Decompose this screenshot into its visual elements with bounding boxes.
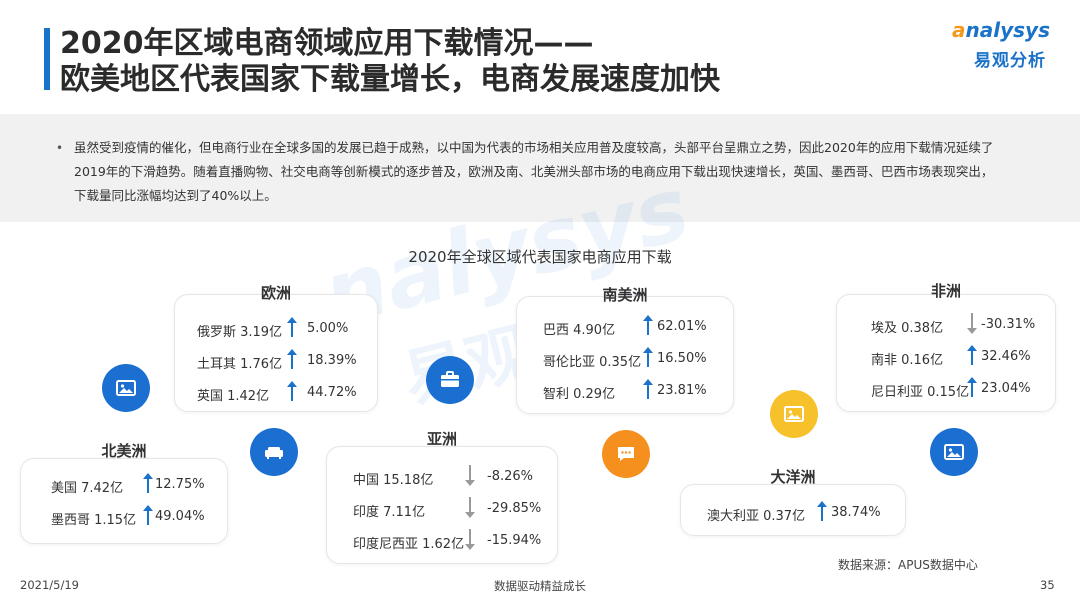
sofa-icon bbox=[250, 428, 298, 476]
arrow-up-icon bbox=[143, 505, 153, 527]
country-row: 南非 0.16亿 bbox=[871, 349, 943, 368]
summary-text: 虽然受到疫情的催化，但电商行业在全球多国的发展已趋于成熟，以中国为代表的市场相关… bbox=[74, 140, 994, 203]
region-label-north-america: 北美洲 bbox=[101, 442, 147, 460]
arrow-up-icon bbox=[287, 317, 297, 339]
growth-rate: -8.26% bbox=[487, 469, 533, 484]
arrow-up-icon bbox=[143, 473, 153, 495]
image-icon bbox=[102, 364, 150, 412]
growth-rate: 32.46% bbox=[981, 349, 1031, 364]
growth-rate: 23.81% bbox=[657, 383, 707, 398]
region-card-europe: 俄罗斯 3.19亿 5.00% 土耳其 1.76亿 18.39% 英国 1.42亿 44.… bbox=[174, 294, 378, 412]
country-name-downloads: 土耳其 1.76亿 bbox=[197, 357, 283, 372]
summary-bullet: • bbox=[56, 141, 64, 155]
country-row: 英国 1.42亿 bbox=[197, 385, 269, 404]
region-label-asia: 亚洲 bbox=[426, 430, 457, 448]
title-accent-bar bbox=[44, 28, 50, 90]
growth-rate: -15.94% bbox=[487, 533, 542, 548]
arrow-down-icon bbox=[465, 497, 475, 519]
footer-page-number: 35 bbox=[1040, 578, 1055, 592]
arrow-up-icon bbox=[967, 377, 977, 399]
image-icon bbox=[770, 390, 818, 438]
country-name-downloads: 墨西哥 1.15亿 bbox=[51, 513, 137, 528]
region-card-oceania: 澳大利亚 0.37亿 38.74% bbox=[680, 484, 906, 536]
chat-icon bbox=[602, 430, 650, 478]
growth-rate: 12.75% bbox=[155, 477, 205, 492]
country-row: 墨西哥 1.15亿 bbox=[51, 509, 136, 528]
country-name-downloads: 俄罗斯 3.19亿 bbox=[197, 325, 283, 340]
arrow-up-icon bbox=[817, 501, 827, 523]
logo-text-cn: 易观分析 bbox=[974, 51, 1046, 71]
country-name-downloads: 英国 1.42亿 bbox=[197, 389, 270, 404]
arrow-up-icon bbox=[287, 349, 297, 371]
growth-rate: 44.72% bbox=[307, 385, 357, 400]
growth-rate: -29.85% bbox=[487, 501, 542, 516]
arrow-down-icon bbox=[465, 465, 475, 487]
country-name-downloads: 巴西 4.90亿 bbox=[543, 323, 616, 338]
footer-slogan: 数据驱动精益成长 bbox=[494, 579, 586, 593]
country-name-downloads: 智利 0.29亿 bbox=[543, 387, 616, 402]
footer-date: 2021/5/19 bbox=[20, 578, 79, 592]
summary-box: • 虽然受到疫情的催化，但电商行业在全球多国的发展已趋于成熟，以中国为代表的市场… bbox=[0, 114, 1080, 222]
country-row: 土耳其 1.76亿 bbox=[197, 353, 282, 372]
region-card-asia: 中国 15.18亿 -8.26% 印度 7.11亿 -29.85% 印度尼西亚 1.62… bbox=[326, 446, 558, 564]
arrow-up-icon bbox=[643, 379, 653, 401]
growth-rate: 23.04% bbox=[981, 381, 1031, 396]
region-label-africa: 非洲 bbox=[930, 282, 961, 300]
country-row: 哥伦比亚 0.35亿 bbox=[543, 351, 641, 370]
country-name-downloads: 埃及 0.38亿 bbox=[871, 321, 944, 336]
arrow-up-icon bbox=[287, 381, 297, 403]
country-name-downloads: 澳大利亚 0.37亿 bbox=[707, 509, 806, 524]
growth-rate: 62.01% bbox=[657, 319, 707, 334]
arrow-down-icon bbox=[967, 313, 977, 335]
country-row: 印度 7.11亿 bbox=[353, 501, 425, 520]
analysys-logo: analysys 易观分析 bbox=[940, 18, 1050, 72]
country-name-downloads: 南非 0.16亿 bbox=[871, 353, 944, 368]
briefcase-icon bbox=[426, 356, 474, 404]
country-row: 澳大利亚 0.37亿 bbox=[707, 505, 805, 524]
arrow-up-icon bbox=[967, 345, 977, 367]
arrow-up-icon bbox=[643, 347, 653, 369]
country-row: 巴西 4.90亿 bbox=[543, 319, 615, 338]
page-title-line1: 2020年区域电商领域应用下载情况—— bbox=[60, 26, 594, 61]
growth-rate: 16.50% bbox=[657, 351, 707, 366]
region-card-africa: 埃及 0.38亿 -30.31% 南非 0.16亿 32.46% 尼日利亚 0.15亿 2… bbox=[836, 294, 1056, 412]
chart-title: 2020年全球区域代表国家电商应用下载 bbox=[408, 248, 672, 266]
region-card-north-america: 美国 7.42亿 12.75% 墨西哥 1.15亿 49.04% bbox=[20, 458, 228, 544]
page-title-line2: 欧美地区代表国家下载量增长，电商发展速度加快 bbox=[60, 62, 720, 97]
page-title: 2020年区域电商领域应用下载情况—— 欧美地区代表国家下载量增长，电商发展速度… bbox=[60, 26, 720, 98]
data-source: 数据来源：APUS数据中心 bbox=[838, 558, 978, 572]
country-name-downloads: 哥伦比亚 0.35亿 bbox=[543, 355, 642, 370]
logo-text-en: nalysys bbox=[965, 18, 1050, 42]
country-row: 尼日利亚 0.15亿 bbox=[871, 381, 969, 400]
growth-rate: 5.00% bbox=[307, 321, 349, 336]
logo-letter: a bbox=[952, 18, 966, 42]
country-row: 印度尼西亚 1.62亿 bbox=[353, 533, 464, 552]
country-name-downloads: 印度 7.11亿 bbox=[353, 505, 426, 520]
country-row: 智利 0.29亿 bbox=[543, 383, 615, 402]
country-row: 俄罗斯 3.19亿 bbox=[197, 321, 282, 340]
country-name-downloads: 尼日利亚 0.15亿 bbox=[871, 385, 970, 400]
arrow-up-icon bbox=[643, 315, 653, 337]
country-row: 埃及 0.38亿 bbox=[871, 317, 943, 336]
country-row: 美国 7.42亿 bbox=[51, 477, 123, 496]
country-name-downloads: 美国 7.42亿 bbox=[51, 481, 124, 496]
growth-rate: 49.04% bbox=[155, 509, 205, 524]
growth-rate: 38.74% bbox=[831, 505, 881, 520]
region-label-south-america: 南美洲 bbox=[602, 286, 648, 304]
image-icon bbox=[930, 428, 978, 476]
country-name-downloads: 印度尼西亚 1.62亿 bbox=[353, 537, 465, 552]
country-name-downloads: 中国 15.18亿 bbox=[353, 473, 434, 488]
growth-rate: 18.39% bbox=[307, 353, 357, 368]
country-row: 中国 15.18亿 bbox=[353, 469, 433, 488]
arrow-down-icon bbox=[465, 529, 475, 551]
growth-rate: -30.31% bbox=[981, 317, 1036, 332]
region-card-south-america: 巴西 4.90亿 62.01% 哥伦比亚 0.35亿 16.50% 智利 0.29亿 23… bbox=[516, 296, 734, 414]
region-label-oceania: 大洋洲 bbox=[770, 468, 816, 486]
region-label-europe: 欧洲 bbox=[260, 284, 291, 302]
